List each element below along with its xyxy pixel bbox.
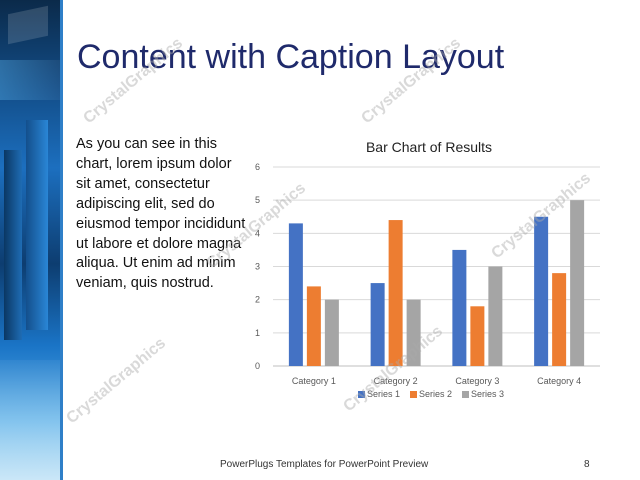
bar-series-1 — [452, 249, 467, 366]
decorative-side-image — [0, 0, 60, 480]
bar-series-3 — [488, 266, 503, 366]
bar-series-2 — [388, 220, 403, 366]
x-tick-label: Category 4 — [537, 376, 581, 386]
accent-line — [60, 0, 63, 480]
bar-series-2 — [552, 273, 567, 366]
bar-series-1 — [534, 216, 549, 366]
bar-series-1 — [288, 223, 303, 366]
legend-swatch — [410, 391, 417, 398]
footer-text: PowerPlugs Templates for PowerPoint Prev… — [220, 459, 429, 470]
x-tick-label: Category 2 — [374, 376, 418, 386]
y-tick-label: 1 — [255, 328, 260, 338]
x-tick-label: Category 1 — [292, 376, 336, 386]
legend-label: Series 3 — [471, 389, 504, 399]
x-tick-label: Category 3 — [455, 376, 499, 386]
slide-title[interactable]: Content with Caption Layout — [77, 38, 505, 76]
y-tick-label: 4 — [255, 228, 260, 238]
legend-swatch — [358, 391, 365, 398]
chart-title: Bar Chart of Results — [366, 139, 492, 155]
bar-series-3 — [324, 299, 339, 366]
legend-label: Series 1 — [367, 389, 400, 399]
bar-series-3 — [570, 200, 585, 366]
page-number: 8 — [584, 459, 590, 470]
bar-series-3 — [406, 299, 421, 366]
y-tick-label: 2 — [255, 295, 260, 305]
legend-label: Series 2 — [419, 389, 452, 399]
y-tick-label: 6 — [255, 162, 260, 172]
caption-text[interactable]: As you can see in this chart, lorem ipsu… — [76, 136, 246, 292]
bar-series-2 — [470, 306, 485, 366]
watermark: CrystalGraphics — [63, 334, 170, 428]
bar-chart[interactable]: Bar Chart of Results 0 1 2 3 4 5 6 Category 1 C… — [248, 135, 610, 415]
y-tick-label: 5 — [255, 195, 260, 205]
legend-swatch — [462, 391, 469, 398]
bar-series-1 — [370, 283, 385, 366]
y-tick-label: 3 — [255, 262, 260, 272]
y-tick-label: 0 — [255, 361, 260, 371]
bar-series-2 — [306, 286, 321, 366]
